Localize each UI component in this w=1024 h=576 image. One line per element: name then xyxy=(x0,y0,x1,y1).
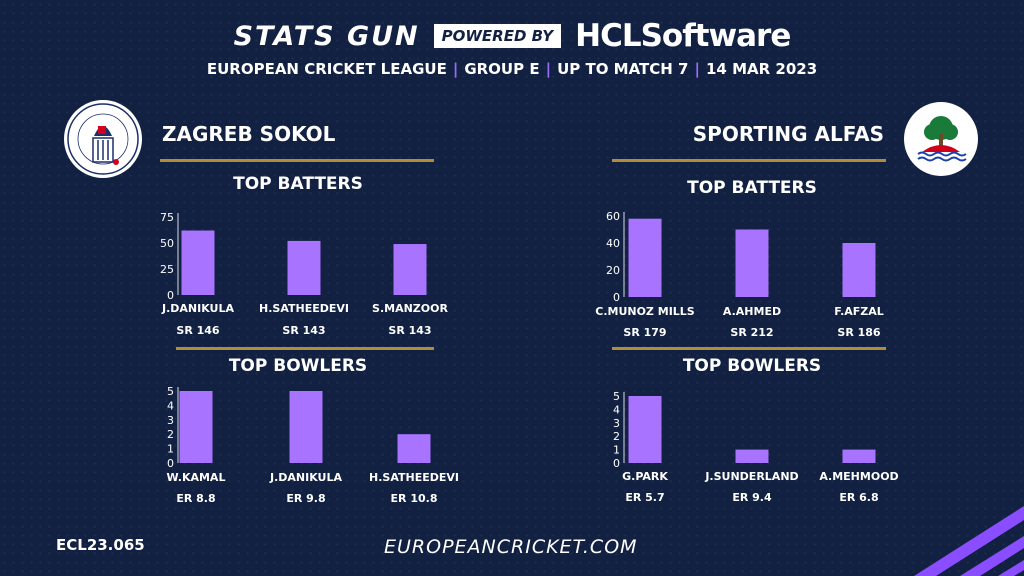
league-name: EUROPEAN CRICKET LEAGUE xyxy=(206,60,447,78)
team-divider-left xyxy=(160,159,434,162)
y-tick-label: 2 xyxy=(613,430,620,443)
y-tick-label: 0 xyxy=(167,457,174,470)
date-label: 14 MAR 2023 xyxy=(705,60,818,78)
bar xyxy=(842,449,876,463)
category-label: H.SATHEEDEVI xyxy=(259,302,349,315)
stat-label: ER 9.8 xyxy=(286,492,325,505)
bar xyxy=(842,243,876,297)
y-tick-label: 0 xyxy=(613,457,620,470)
section-title-left-batters: TOP BATTERS xyxy=(233,174,363,194)
stat-label: ER 6.8 xyxy=(839,491,878,504)
category-label: A.AHMED xyxy=(723,305,781,318)
category-label: F.AFZAL xyxy=(834,305,884,318)
decorative-stripes xyxy=(874,486,1024,576)
category-label: J.DANIKULA xyxy=(269,471,342,484)
y-tick-label: 5 xyxy=(167,385,174,398)
stat-label: ER 8.8 xyxy=(176,492,215,505)
y-tick-label: 0 xyxy=(613,291,620,304)
section-divider-right xyxy=(612,347,886,350)
y-tick-label: 4 xyxy=(613,403,620,416)
stat-label: SR 143 xyxy=(388,324,431,337)
stat-label: SR 179 xyxy=(623,326,666,339)
y-tick-label: 1 xyxy=(167,443,174,456)
bar xyxy=(287,240,321,295)
y-tick-label: 1 xyxy=(613,444,620,457)
stat-label: SR 186 xyxy=(837,326,881,339)
tree-icon xyxy=(917,116,967,162)
y-tick-label: 4 xyxy=(167,399,174,412)
sporting-alfas-logo xyxy=(904,102,978,176)
section-title-right-bowlers: TOP BOWLERS xyxy=(682,356,822,376)
category-label: H.SATHEEDEVI xyxy=(369,471,459,484)
group-label: GROUP E xyxy=(464,60,540,78)
y-tick-label: 3 xyxy=(167,414,174,427)
subheader: EUROPEAN CRICKET LEAGUE | GROUP E | UP TO MA… xyxy=(206,60,818,78)
category-label: W.KAMAL xyxy=(167,471,226,484)
section-title-right-batters: TOP BATTERS xyxy=(687,178,817,198)
category-label: J.DANIKULA xyxy=(161,302,234,315)
category-label: C.MUNOZ MILLS xyxy=(595,305,695,318)
graphic-id: ECL23.065 xyxy=(56,536,145,554)
y-tick-label: 50 xyxy=(160,237,174,250)
bar xyxy=(397,434,431,463)
section-divider-left xyxy=(176,347,434,350)
team-name-left: ZAGREB SOKOL xyxy=(162,122,336,146)
brand-title: STATS GUN xyxy=(233,20,420,52)
category-label: G.PARK xyxy=(622,470,668,483)
team-name-right: SPORTING ALFAS xyxy=(692,122,884,146)
stat-label: SR 212 xyxy=(730,326,773,339)
sponsor-logo: HCLSoftware xyxy=(575,18,791,54)
stat-label: ER 10.8 xyxy=(391,492,438,505)
team-divider-right xyxy=(612,159,886,162)
bar xyxy=(628,396,662,463)
y-tick-label: 25 xyxy=(160,263,174,276)
zagreb-sokol-logo xyxy=(64,100,142,178)
stat-label: SR 146 xyxy=(176,324,220,337)
bar xyxy=(393,244,427,295)
y-tick-label: 40 xyxy=(606,237,620,250)
crest-icon xyxy=(67,103,139,175)
bar xyxy=(735,449,769,463)
section-title-left-bowlers: TOP BOWLERS xyxy=(228,356,368,376)
y-tick-label: 60 xyxy=(606,210,620,223)
bar xyxy=(735,229,769,297)
footer-url[interactable]: EUROPEANCRICKET.COM xyxy=(384,536,638,558)
powered-by-badge: POWERED BY xyxy=(433,24,562,48)
y-tick-label: 75 xyxy=(160,211,174,224)
y-tick-label: 2 xyxy=(167,428,174,441)
y-tick-label: 3 xyxy=(613,417,620,430)
y-tick-label: 20 xyxy=(606,264,620,277)
bar xyxy=(181,230,215,295)
bar xyxy=(289,391,323,463)
bar xyxy=(628,218,662,297)
category-label: S.MANZOOR xyxy=(372,302,448,315)
stat-label: ER 5.7 xyxy=(625,491,664,504)
stat-label: ER 9.4 xyxy=(732,491,772,504)
bar xyxy=(179,391,213,463)
category-label: J.SUNDERLAND xyxy=(704,470,798,483)
y-tick-label: 5 xyxy=(613,390,620,403)
category-label: A.MEHMOOD xyxy=(819,470,898,483)
match-label: UP TO MATCH 7 xyxy=(557,60,689,78)
header-brand: STATS GUN POWERED BY HCLSoftware xyxy=(0,12,1024,60)
stat-label: SR 143 xyxy=(282,324,325,337)
y-tick-label: 0 xyxy=(167,289,174,302)
